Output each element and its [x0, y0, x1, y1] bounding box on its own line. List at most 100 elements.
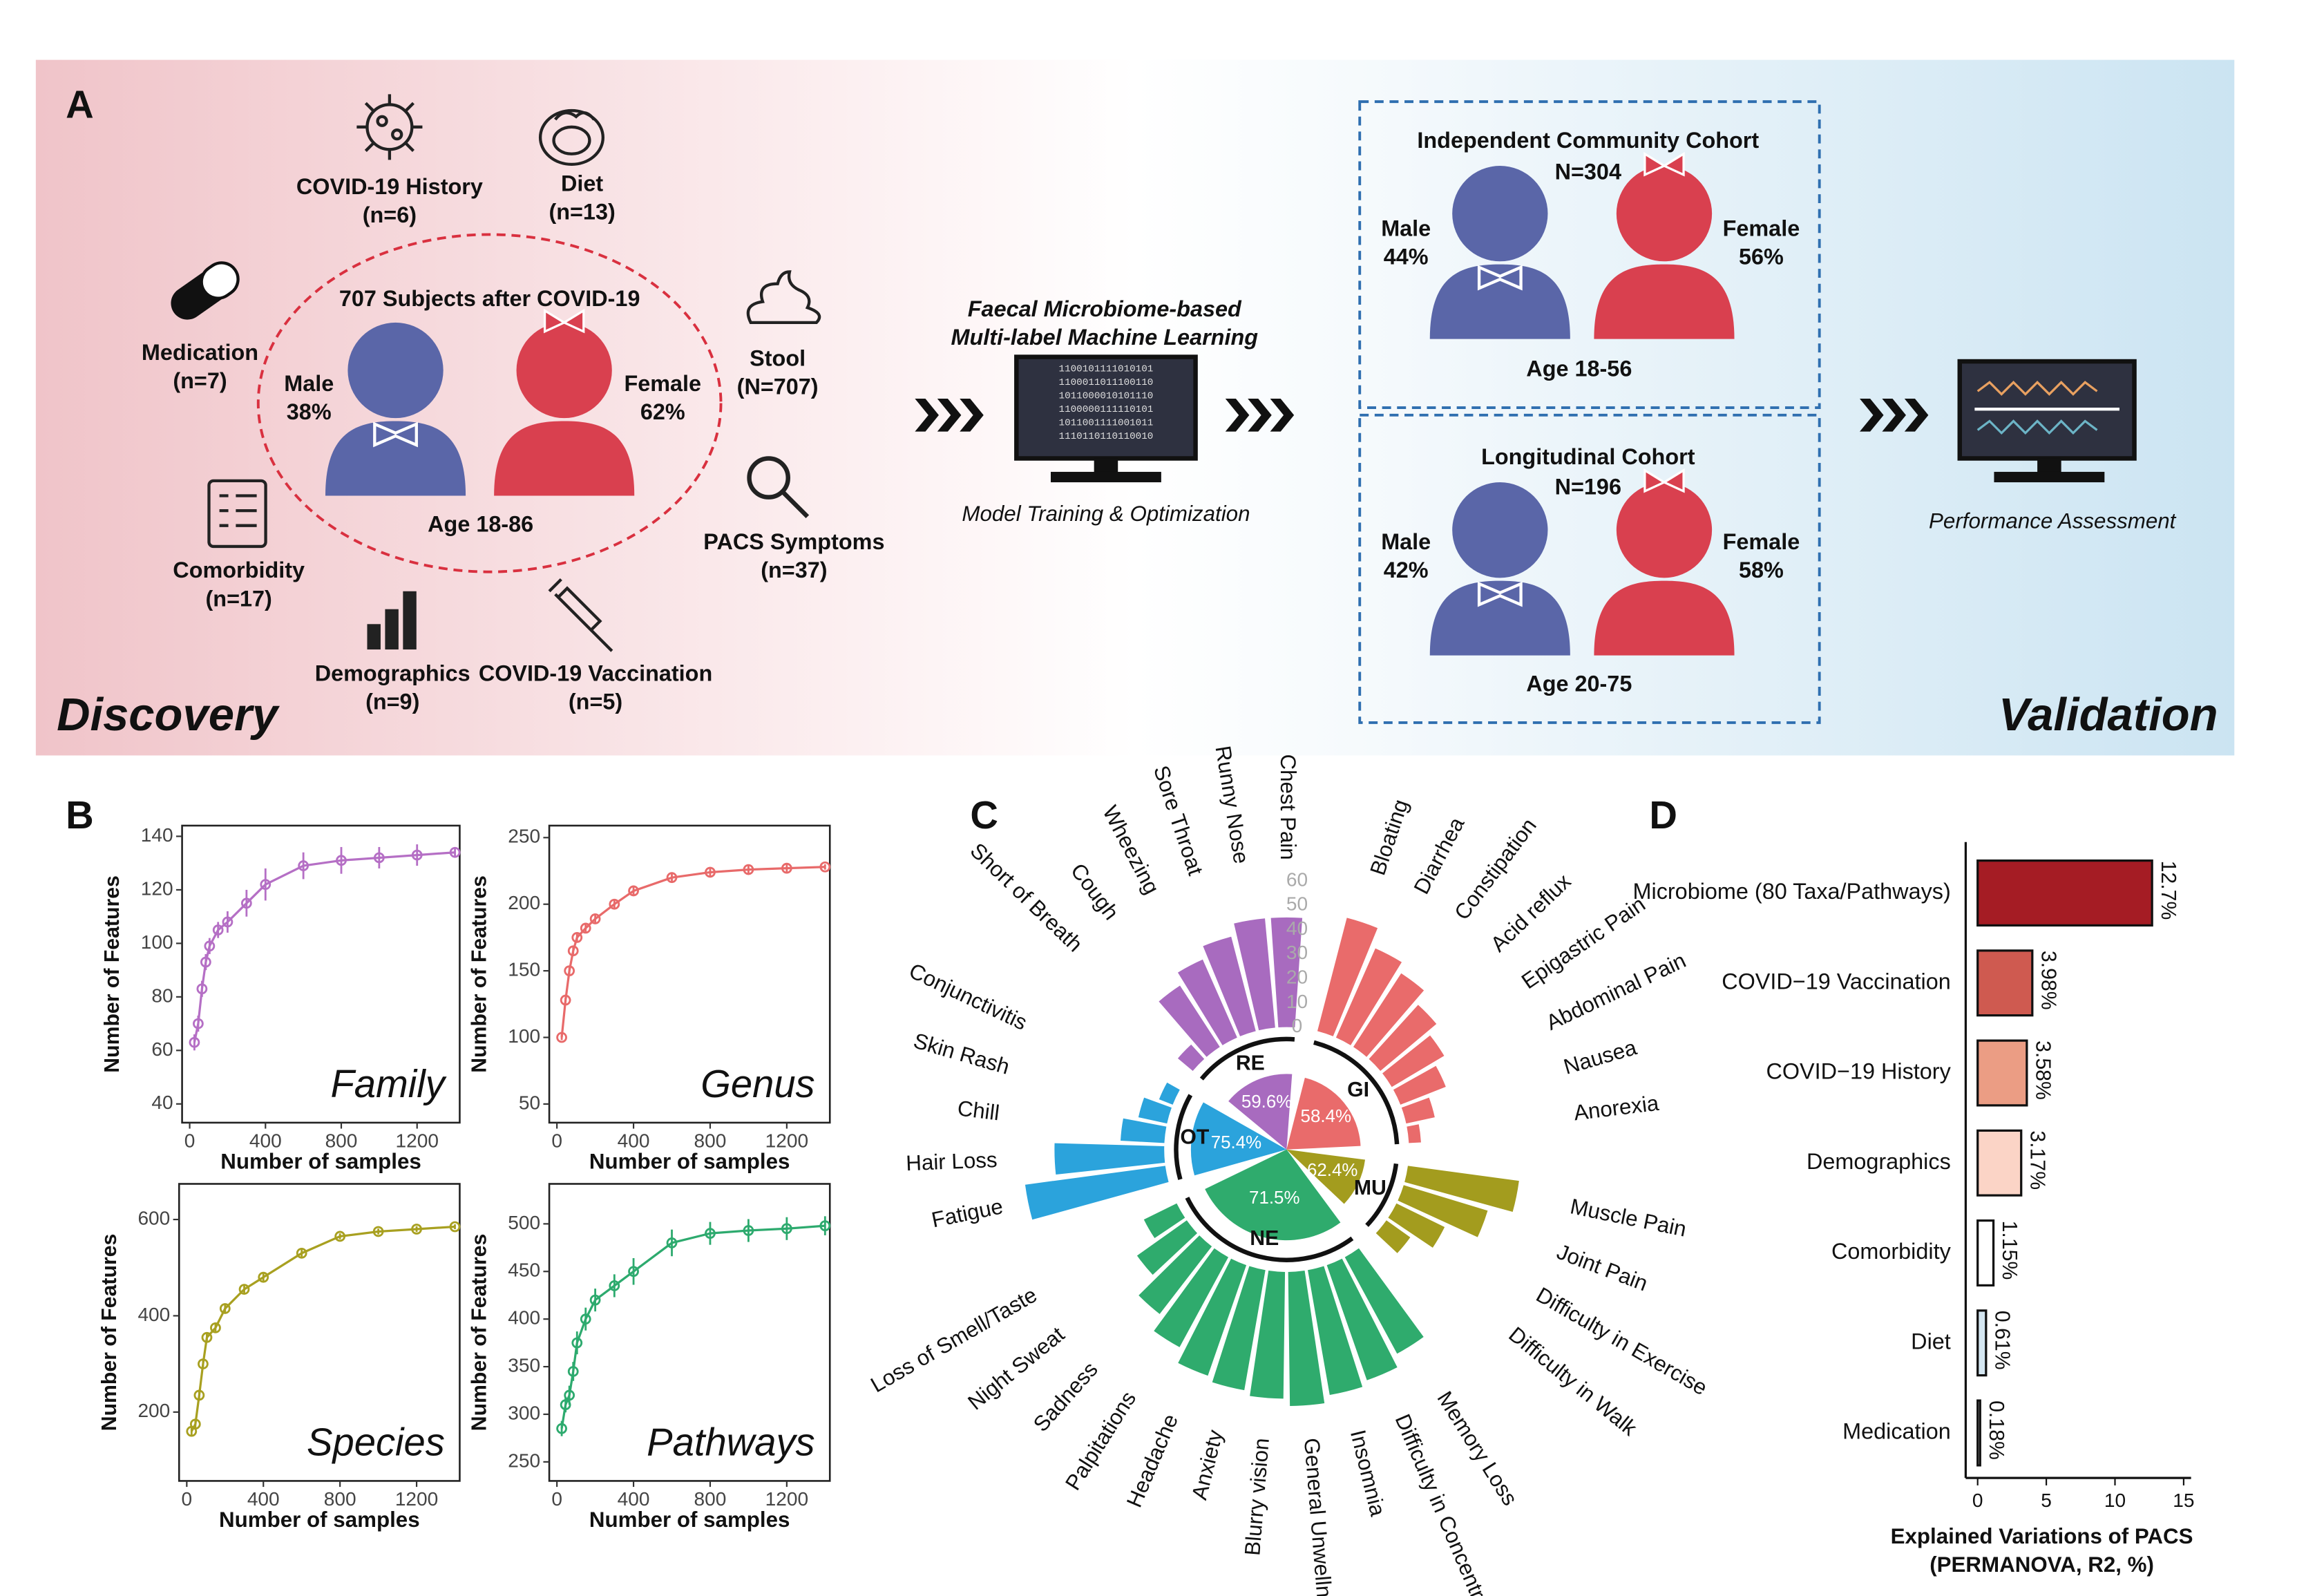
factor-name: Diet	[561, 171, 603, 196]
symptom-label: Headache	[1122, 1411, 1183, 1511]
data-point	[201, 1331, 213, 1343]
female-label: Female	[1723, 216, 1800, 240]
plate-icon	[538, 108, 605, 167]
symptom-bar	[1177, 959, 1237, 1045]
group-sector	[1205, 1149, 1341, 1241]
group-sector	[1228, 1074, 1293, 1150]
panel-label: A	[66, 83, 94, 126]
data-point	[238, 1284, 250, 1295]
data-point	[609, 898, 620, 910]
pill-icon	[171, 261, 240, 320]
data-point	[556, 1423, 567, 1434]
value-label: 12.7%	[2157, 861, 2180, 920]
data-point	[628, 885, 639, 897]
female-percent: 56%	[1739, 245, 1784, 269]
factor-count: (n=9)	[365, 689, 419, 714]
data-point	[373, 852, 385, 864]
r-tick-label: 0	[1292, 1015, 1303, 1036]
group-ring	[1313, 1040, 1400, 1145]
factor-count: (N=707)	[737, 374, 819, 399]
r-tick-label: 60	[1286, 868, 1308, 890]
data-point	[200, 956, 211, 968]
male-label: Male	[1381, 529, 1431, 554]
factor-count: (n=5)	[569, 689, 622, 714]
symptom-bar	[1143, 1203, 1185, 1239]
y-tick-label: 40	[151, 1092, 173, 1113]
data-line	[193, 851, 455, 1043]
factor-name: COVID-19 History	[296, 174, 483, 199]
group-sector	[1286, 1077, 1361, 1150]
symptom-label: Nausea	[1561, 1035, 1639, 1079]
y-tick-label: 350	[508, 1354, 540, 1376]
data-point	[781, 1223, 792, 1235]
data-point	[743, 1225, 754, 1236]
male-label: Male	[1381, 216, 1431, 240]
r-tick-label: 10	[1286, 991, 1308, 1012]
symptom-bar	[1154, 1248, 1229, 1347]
x-tick-label: 10	[2104, 1490, 2126, 1511]
x-tick-label: 400	[618, 1488, 650, 1510]
data-point	[189, 1036, 200, 1048]
symptom-bar	[1054, 1143, 1165, 1175]
assessment-caption: Performance Assessment	[1929, 509, 2177, 533]
data-point	[564, 965, 575, 977]
r-tick-label: 50	[1286, 893, 1308, 915]
performance-line	[1976, 419, 2098, 435]
data-point	[819, 1220, 831, 1232]
code-line: 1110110110110010	[1059, 431, 1154, 442]
symptom-label: Skin Rash	[911, 1029, 1012, 1079]
symptom-bar	[1398, 1185, 1488, 1237]
symptom-label: Insomnia	[1346, 1427, 1391, 1519]
data-point	[705, 1228, 716, 1239]
y-axis-label: Number of Features	[468, 1234, 491, 1432]
cohort-name: Independent Community Cohort	[1417, 128, 1759, 153]
data-point	[580, 1313, 591, 1325]
x-tick-label: 1200	[765, 1488, 808, 1510]
symptom-label: Bloating	[1365, 797, 1413, 878]
bar	[1976, 1129, 2023, 1197]
data-point	[189, 1418, 201, 1430]
group-value-label: 75.4%	[1211, 1133, 1261, 1152]
monitor-stand	[1094, 458, 1118, 474]
y-tick-label: 500	[508, 1212, 540, 1233]
y-tick-label: 120	[141, 877, 173, 899]
data-point	[571, 1337, 583, 1349]
symptom-bar	[1288, 1271, 1325, 1407]
factor-count: (n=13)	[549, 200, 615, 225]
female-label: Female	[1723, 529, 1800, 554]
group-value-label: 71.5%	[1249, 1188, 1299, 1208]
symptom-label: General Unwellness	[1299, 1437, 1339, 1596]
x-tick-label: 800	[694, 1130, 727, 1151]
group-ring	[1199, 1036, 1295, 1081]
symptom-bar	[1234, 918, 1275, 1031]
symptom-bar	[1382, 1035, 1445, 1087]
symptom-label: Fatigue	[929, 1194, 1004, 1232]
data-point	[196, 983, 208, 995]
symptom-bar	[1308, 1266, 1363, 1396]
data-point	[580, 922, 591, 934]
female-label: Female	[624, 371, 701, 396]
factor-count: (n=6)	[363, 202, 417, 227]
y-tick-label: 100	[141, 931, 173, 953]
symptom-label: Wheezing	[1098, 801, 1164, 898]
subjects-ellipse	[256, 233, 723, 573]
symptom-bar	[1407, 1124, 1421, 1143]
y-tick-label: 150	[508, 959, 540, 980]
symptom-label: Muscle Pain	[1568, 1194, 1688, 1241]
data-point	[589, 913, 601, 924]
plot-frame	[548, 824, 831, 1124]
factor-name: Demographics	[315, 661, 470, 685]
x-tick-label: 0	[551, 1130, 562, 1151]
x-tick-label: 1200	[765, 1130, 808, 1151]
symptom-bar	[1159, 1082, 1180, 1105]
category-label: Diet	[1911, 1329, 1951, 1353]
value-label: 0.61%	[1990, 1311, 2013, 1370]
discovery-title: Discovery	[57, 689, 280, 741]
data-point	[666, 1237, 678, 1248]
x-axis-label: Number of samples	[219, 1508, 420, 1532]
symptom-bar	[1178, 1258, 1247, 1376]
x-tick-label: 15	[2173, 1490, 2194, 1511]
chart-annotation: Species	[307, 1420, 445, 1463]
virus-icon	[356, 94, 423, 160]
data-point	[336, 855, 347, 866]
